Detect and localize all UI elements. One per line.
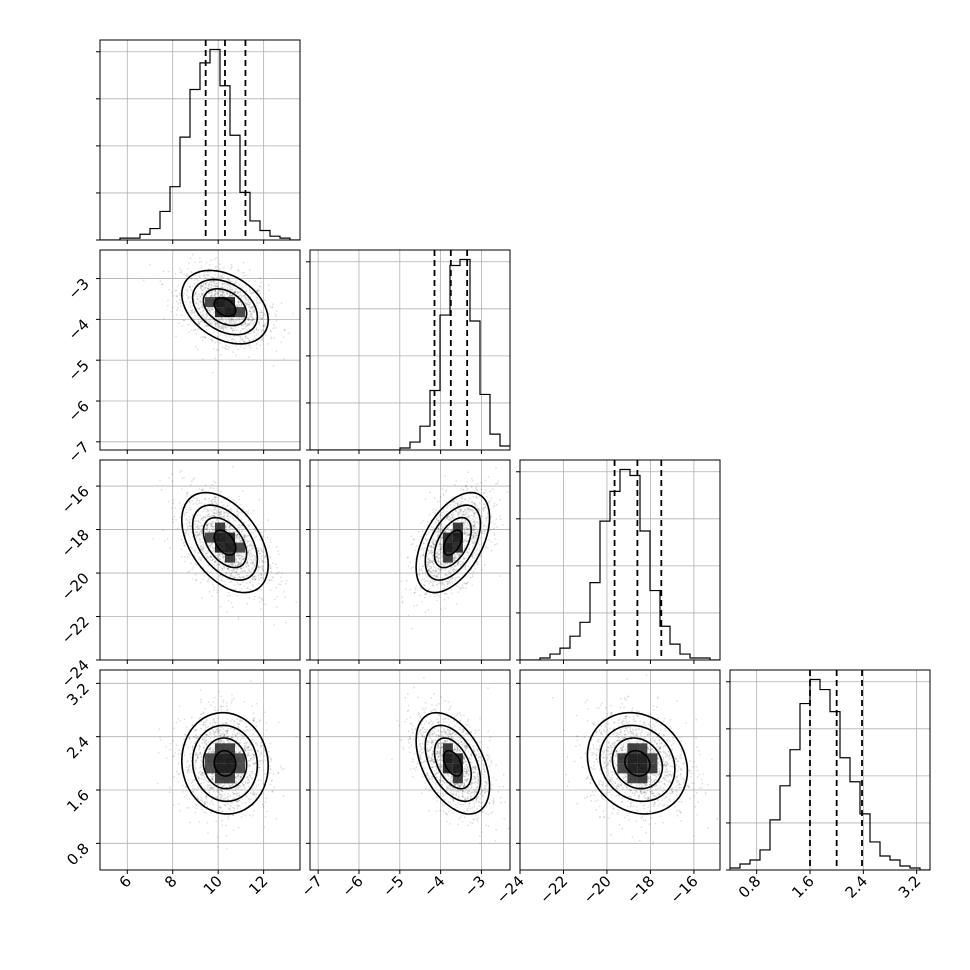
panel-2d-3-2: −24 −22 −20 −18 −16 bbox=[493, 669, 721, 907]
contour-3 bbox=[180, 711, 270, 815]
x-tick-label: −24 bbox=[493, 872, 528, 907]
contour-0 bbox=[442, 749, 463, 777]
contour-2 bbox=[191, 724, 259, 803]
panel-hist-1 bbox=[306, 249, 511, 454]
panel-frame bbox=[99, 249, 301, 451]
y-tick-label: 0.8 bbox=[63, 839, 93, 869]
contour-3 bbox=[415, 711, 491, 815]
x-tick-label: 12 bbox=[245, 872, 271, 898]
panel-frame bbox=[519, 669, 721, 871]
y-tick-label: 1.6 bbox=[63, 786, 93, 816]
x-tick-label: −16 bbox=[667, 872, 702, 907]
contour-2 bbox=[191, 504, 259, 581]
contour-0 bbox=[213, 749, 237, 777]
x-tick-label: 0.8 bbox=[735, 872, 765, 902]
contour-1 bbox=[611, 737, 664, 790]
panel-frame bbox=[519, 459, 721, 661]
histogram-line bbox=[520, 468, 720, 660]
x-tick-label: 6 bbox=[116, 872, 135, 891]
panel-frame bbox=[729, 669, 931, 871]
x-tick-label: −18 bbox=[623, 872, 658, 907]
density-cells bbox=[617, 743, 658, 784]
panel-2d-2-1 bbox=[306, 459, 511, 664]
panel-2d-2-0: −24−22−20−18−16 bbox=[58, 459, 301, 691]
contour-0 bbox=[213, 297, 237, 318]
y-tick-label: −6 bbox=[64, 397, 92, 425]
x-tick-label: −22 bbox=[536, 872, 571, 907]
histogram-line bbox=[730, 678, 930, 870]
x-tick-label: −20 bbox=[580, 872, 615, 907]
contour-0 bbox=[442, 529, 463, 556]
x-tick-label: 8 bbox=[161, 872, 180, 891]
panel-frame bbox=[309, 669, 511, 871]
contour-2 bbox=[191, 278, 259, 336]
contour-2 bbox=[599, 724, 676, 803]
density-cells bbox=[205, 297, 245, 318]
panel-frame bbox=[99, 669, 301, 871]
y-tick-label: −4 bbox=[64, 315, 92, 343]
y-tick-label: 2.4 bbox=[63, 733, 93, 763]
contour-3 bbox=[586, 711, 689, 815]
panel-frame bbox=[99, 39, 301, 241]
panel-frame bbox=[309, 249, 511, 451]
y-tick-label: −5 bbox=[64, 356, 92, 384]
density-cells bbox=[205, 743, 245, 784]
y-tick-label: −22 bbox=[58, 613, 93, 648]
contour-0 bbox=[213, 529, 237, 556]
x-tick-label: 3.2 bbox=[895, 872, 925, 902]
contour-3 bbox=[415, 491, 491, 594]
panel-frame bbox=[309, 459, 511, 661]
y-tick-label: −16 bbox=[58, 482, 93, 517]
panel-2d-1-0: −7 −6 −5 −4 −3 bbox=[64, 249, 301, 466]
panel-2d-3-0: 6 8 10 120.81.62.43.2 bbox=[63, 669, 301, 898]
contour-3 bbox=[180, 491, 270, 594]
histogram-line bbox=[310, 258, 510, 450]
x-tick-label: −7 bbox=[298, 872, 326, 900]
x-tick-label: 10 bbox=[200, 872, 226, 898]
y-tick-label: −20 bbox=[58, 569, 93, 604]
contour-3 bbox=[180, 269, 270, 345]
x-tick-label: −3 bbox=[461, 872, 489, 900]
contour-1 bbox=[433, 516, 473, 569]
panel-frame bbox=[99, 459, 301, 661]
panel-2d-3-1: −7 −6 −5 −4 −3 bbox=[298, 669, 511, 900]
density-cells bbox=[205, 522, 245, 563]
x-tick-label: 2.4 bbox=[842, 872, 872, 902]
x-tick-label: 1.6 bbox=[788, 872, 818, 902]
contour-0 bbox=[624, 749, 651, 777]
x-tick-label: −4 bbox=[420, 872, 448, 900]
contour-1 bbox=[202, 737, 248, 790]
histogram-line bbox=[100, 48, 300, 240]
contour-1 bbox=[202, 288, 248, 327]
panel-hist-2 bbox=[516, 459, 721, 664]
y-tick-label: −18 bbox=[58, 526, 93, 561]
contour-1 bbox=[433, 737, 473, 790]
panel-hist-0 bbox=[96, 39, 301, 244]
x-tick-label: −6 bbox=[338, 872, 366, 900]
y-tick-label: −7 bbox=[64, 438, 92, 466]
y-tick-label: −3 bbox=[64, 275, 92, 303]
contour-1 bbox=[202, 516, 248, 569]
panel-hist-3: 0.8 1.6 2.4 3.2 bbox=[726, 669, 931, 902]
x-tick-label: −5 bbox=[379, 872, 407, 900]
contour-2 bbox=[424, 504, 482, 581]
contour-2 bbox=[424, 724, 482, 803]
